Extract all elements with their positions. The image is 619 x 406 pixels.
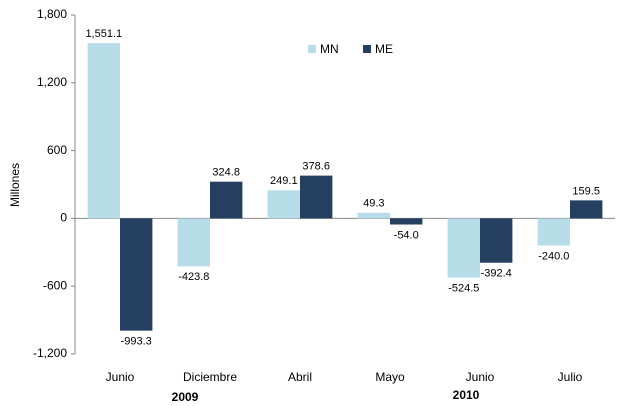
legend-label: ME — [375, 42, 393, 56]
value-label: -423.8 — [178, 271, 209, 283]
value-label: 324.8 — [212, 167, 240, 179]
x-tick-label: Junio — [466, 370, 495, 384]
y-tick-label: 600 — [47, 143, 67, 157]
value-label: -993.3 — [121, 336, 152, 348]
x-tick-label: Mayo — [375, 370, 405, 384]
bar — [357, 212, 390, 219]
value-label: 249.1 — [270, 175, 298, 187]
year-label: 2009 — [172, 390, 199, 404]
value-label: 49.3 — [363, 198, 384, 210]
bar — [570, 200, 603, 219]
bar — [177, 218, 210, 267]
year-label: 2010 — [453, 388, 480, 402]
y-tick-label: -600 — [43, 278, 67, 292]
x-tick-label: Junio — [106, 370, 135, 384]
bar — [537, 218, 570, 246]
legend-label: MN — [320, 42, 339, 56]
value-label: 159.5 — [572, 185, 600, 197]
bar — [210, 181, 243, 219]
bar — [390, 218, 423, 225]
y-axis-label: Millones — [8, 163, 22, 207]
legend-swatch — [308, 45, 316, 53]
legend-swatch — [363, 45, 371, 53]
x-tick-label: Diciembre — [183, 370, 237, 384]
y-tick-label: 0 — [60, 211, 67, 225]
x-tick-label: Abril — [288, 370, 312, 384]
bar — [447, 218, 480, 278]
bar — [480, 218, 513, 263]
bar — [300, 175, 333, 219]
value-label: -54.0 — [394, 229, 419, 241]
value-label: -240.0 — [538, 250, 569, 262]
y-tick-label: -1,200 — [33, 346, 67, 360]
value-label: -524.5 — [448, 283, 479, 295]
bar — [120, 218, 153, 331]
bar — [87, 43, 120, 219]
value-label: 378.6 — [302, 161, 330, 173]
bar — [267, 190, 300, 219]
y-tick-label: 1,200 — [37, 75, 67, 89]
value-label: -392.4 — [481, 268, 512, 280]
y-tick-label: 1,800 — [37, 7, 67, 21]
x-tick-label: Julio — [558, 370, 583, 384]
value-label: 1,551.1 — [85, 28, 122, 40]
